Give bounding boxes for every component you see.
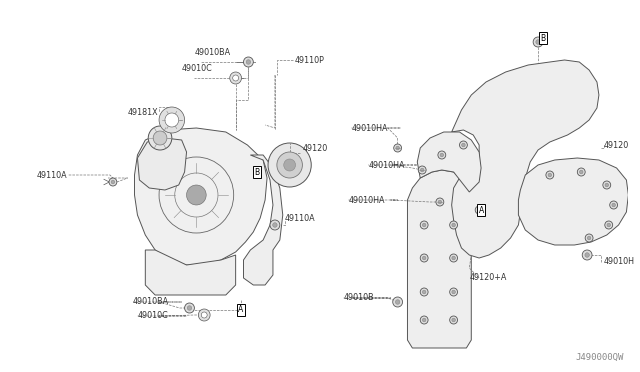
- Text: 49010H: 49010H: [604, 257, 635, 266]
- Circle shape: [422, 256, 426, 260]
- Circle shape: [438, 200, 442, 204]
- Circle shape: [243, 57, 253, 67]
- Circle shape: [420, 168, 424, 172]
- Polygon shape: [138, 138, 186, 190]
- Circle shape: [579, 170, 583, 174]
- Circle shape: [450, 221, 458, 229]
- Text: 49010HA: 49010HA: [349, 196, 385, 205]
- Circle shape: [230, 72, 241, 84]
- Text: A: A: [479, 205, 484, 215]
- Text: 49010C: 49010C: [182, 64, 212, 73]
- Circle shape: [452, 223, 456, 227]
- Circle shape: [607, 223, 611, 227]
- Circle shape: [420, 221, 428, 229]
- Circle shape: [582, 250, 592, 260]
- Text: A: A: [238, 305, 243, 314]
- Circle shape: [610, 201, 618, 209]
- Circle shape: [546, 171, 554, 179]
- Circle shape: [603, 181, 611, 189]
- Circle shape: [233, 75, 239, 81]
- Circle shape: [440, 153, 444, 157]
- Circle shape: [422, 223, 426, 227]
- Circle shape: [396, 300, 400, 304]
- Circle shape: [533, 37, 543, 47]
- Text: 49010BA: 49010BA: [195, 48, 230, 57]
- Circle shape: [284, 159, 296, 171]
- Circle shape: [588, 236, 591, 240]
- Circle shape: [536, 40, 540, 44]
- Text: 49120: 49120: [303, 144, 328, 153]
- Circle shape: [422, 318, 426, 322]
- Circle shape: [184, 303, 195, 313]
- Circle shape: [585, 253, 589, 257]
- Circle shape: [201, 312, 207, 318]
- Circle shape: [394, 144, 401, 152]
- Circle shape: [420, 254, 428, 262]
- Circle shape: [577, 168, 585, 176]
- Circle shape: [422, 290, 426, 294]
- Circle shape: [452, 318, 456, 322]
- Circle shape: [268, 143, 311, 187]
- Text: 49110A: 49110A: [285, 214, 316, 222]
- Circle shape: [165, 113, 179, 127]
- Text: 49181X: 49181X: [127, 108, 158, 116]
- Polygon shape: [408, 170, 471, 348]
- Text: 49010BA: 49010BA: [132, 298, 169, 307]
- Circle shape: [438, 151, 445, 159]
- Circle shape: [277, 152, 303, 178]
- Circle shape: [548, 173, 552, 177]
- Polygon shape: [417, 132, 481, 192]
- Circle shape: [436, 198, 444, 206]
- Circle shape: [153, 131, 167, 145]
- Circle shape: [585, 234, 593, 242]
- Circle shape: [273, 223, 277, 227]
- Circle shape: [246, 60, 251, 64]
- Circle shape: [109, 178, 117, 186]
- Circle shape: [186, 185, 206, 205]
- Circle shape: [450, 288, 458, 296]
- Text: 49110A: 49110A: [36, 170, 67, 180]
- Text: 49010HA: 49010HA: [368, 160, 404, 170]
- Circle shape: [419, 166, 426, 174]
- Text: B: B: [540, 33, 545, 42]
- Circle shape: [450, 254, 458, 262]
- Text: 49010HA: 49010HA: [351, 124, 388, 132]
- Polygon shape: [518, 158, 628, 245]
- Circle shape: [476, 206, 483, 214]
- Circle shape: [460, 141, 467, 149]
- Circle shape: [477, 208, 481, 212]
- Circle shape: [420, 316, 428, 324]
- Circle shape: [461, 143, 465, 147]
- Polygon shape: [452, 60, 599, 258]
- Circle shape: [396, 146, 399, 150]
- Text: 49010B: 49010B: [344, 294, 374, 302]
- Circle shape: [420, 288, 428, 296]
- Circle shape: [111, 180, 115, 184]
- Circle shape: [452, 256, 456, 260]
- Circle shape: [148, 126, 172, 150]
- Circle shape: [605, 183, 609, 187]
- Circle shape: [393, 297, 403, 307]
- Circle shape: [270, 220, 280, 230]
- Text: B: B: [255, 167, 260, 176]
- Circle shape: [452, 290, 456, 294]
- Circle shape: [450, 316, 458, 324]
- Text: 49120+A: 49120+A: [469, 273, 507, 282]
- Text: 49010C: 49010C: [138, 311, 168, 321]
- Text: J490000QW: J490000QW: [575, 353, 623, 362]
- Circle shape: [159, 107, 184, 133]
- Polygon shape: [134, 128, 267, 265]
- Circle shape: [198, 309, 210, 321]
- Text: 49110P: 49110P: [294, 55, 324, 64]
- Polygon shape: [145, 250, 236, 295]
- Circle shape: [188, 306, 192, 310]
- Polygon shape: [243, 155, 283, 285]
- Circle shape: [605, 221, 612, 229]
- Circle shape: [612, 203, 616, 207]
- Text: 49120: 49120: [604, 141, 629, 150]
